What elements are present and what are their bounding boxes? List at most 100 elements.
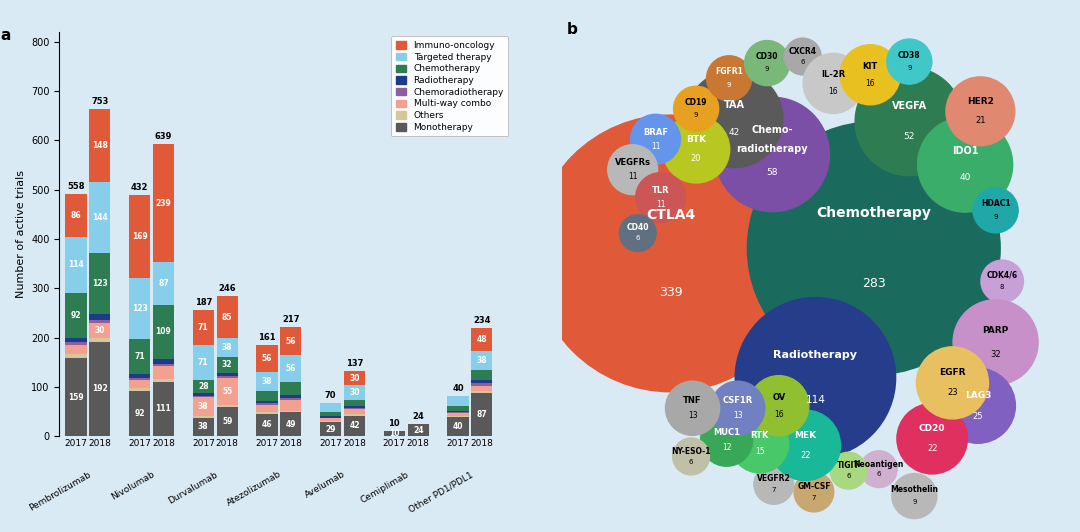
Text: 16: 16	[828, 87, 838, 96]
Text: 58: 58	[767, 168, 778, 177]
Circle shape	[631, 114, 680, 164]
Bar	[129, 391, 150, 436]
Text: RTK: RTK	[751, 431, 769, 440]
Text: Chemo-: Chemo-	[752, 126, 793, 136]
Bar	[447, 396, 469, 406]
Bar	[343, 414, 365, 415]
Bar	[256, 401, 278, 403]
Bar	[217, 407, 238, 436]
Bar	[471, 391, 492, 393]
Text: radiotherapy: radiotherapy	[737, 144, 808, 154]
Bar	[153, 364, 174, 366]
Bar	[153, 144, 174, 262]
Circle shape	[608, 145, 658, 195]
Text: VEGFA: VEGFA	[892, 101, 927, 111]
Text: 38: 38	[221, 343, 232, 352]
Bar	[320, 421, 341, 422]
Text: 159: 159	[68, 393, 84, 402]
Text: 6: 6	[689, 459, 693, 464]
Text: a: a	[0, 28, 11, 43]
Circle shape	[748, 376, 809, 436]
Text: 56: 56	[285, 364, 296, 373]
Circle shape	[636, 173, 686, 222]
Text: 6: 6	[635, 235, 640, 242]
Circle shape	[784, 38, 821, 75]
Bar	[320, 412, 341, 416]
Bar	[66, 358, 86, 436]
Text: 42: 42	[349, 421, 360, 430]
Text: CSF1R: CSF1R	[723, 396, 753, 405]
Circle shape	[887, 39, 932, 84]
Text: 13: 13	[688, 411, 698, 420]
Bar	[280, 327, 301, 355]
Circle shape	[892, 473, 937, 519]
Text: 13: 13	[733, 411, 743, 420]
Bar	[66, 194, 86, 237]
Bar	[90, 110, 110, 182]
Bar	[217, 296, 238, 338]
Text: 24: 24	[413, 426, 423, 435]
Circle shape	[747, 122, 1000, 375]
Bar	[256, 345, 278, 372]
Text: 46: 46	[261, 420, 272, 429]
Bar	[90, 338, 110, 342]
Text: 639: 639	[154, 132, 172, 142]
Text: HDAC1: HDAC1	[981, 200, 1011, 209]
Text: 12: 12	[721, 443, 731, 452]
Bar	[153, 366, 174, 379]
Text: Chemotherapy: Chemotherapy	[816, 206, 931, 220]
Bar	[192, 379, 214, 393]
Bar	[256, 391, 278, 401]
Bar	[471, 384, 492, 386]
Bar	[192, 416, 214, 418]
Text: Pembrolizumab: Pembrolizumab	[27, 470, 93, 512]
Circle shape	[804, 53, 863, 113]
Circle shape	[946, 77, 1015, 146]
Text: 114: 114	[806, 395, 825, 405]
Text: 6: 6	[877, 471, 881, 477]
Text: MUC1: MUC1	[713, 428, 740, 437]
Text: 6: 6	[846, 473, 851, 479]
Text: 40: 40	[959, 173, 971, 182]
Text: MEK: MEK	[794, 431, 816, 440]
Text: 123: 123	[132, 304, 148, 313]
Text: 11: 11	[656, 200, 665, 209]
Text: 42: 42	[729, 128, 740, 137]
Text: CD19: CD19	[685, 98, 707, 107]
Text: 16: 16	[774, 410, 784, 419]
Bar	[256, 405, 278, 412]
Text: 137: 137	[346, 359, 363, 368]
Text: Mesothelin: Mesothelin	[890, 485, 939, 494]
Text: 234: 234	[473, 316, 490, 325]
Bar	[129, 378, 150, 379]
Bar	[129, 338, 150, 373]
Text: 9: 9	[727, 81, 731, 88]
Text: 753: 753	[91, 97, 109, 106]
Bar	[153, 381, 174, 436]
Text: 10: 10	[389, 429, 400, 438]
Text: b: b	[567, 22, 578, 37]
Text: 29: 29	[325, 425, 336, 434]
Text: BRAF: BRAF	[643, 128, 669, 137]
Bar	[66, 342, 86, 345]
Bar	[447, 412, 469, 413]
Bar	[471, 370, 492, 380]
Text: 6: 6	[800, 59, 805, 64]
Text: 28: 28	[198, 382, 208, 391]
Text: CDK4/6: CDK4/6	[987, 271, 1017, 280]
Legend: Immuno-oncology, Targeted therapy, Chemotherapy, Radiotherapy, Chemoradiotherapy: Immuno-oncology, Targeted therapy, Chemo…	[391, 36, 509, 136]
Bar	[471, 393, 492, 436]
Text: 114: 114	[68, 260, 84, 269]
Text: 558: 558	[67, 182, 84, 191]
Bar	[280, 395, 301, 398]
Bar	[320, 418, 341, 419]
Bar	[90, 314, 110, 320]
Text: 70: 70	[325, 391, 336, 400]
Bar	[343, 400, 365, 406]
Text: 239: 239	[156, 199, 172, 208]
Circle shape	[665, 381, 719, 435]
Text: 20: 20	[691, 154, 701, 163]
Bar	[447, 413, 469, 415]
Bar	[192, 396, 214, 397]
Text: 22: 22	[800, 451, 810, 460]
